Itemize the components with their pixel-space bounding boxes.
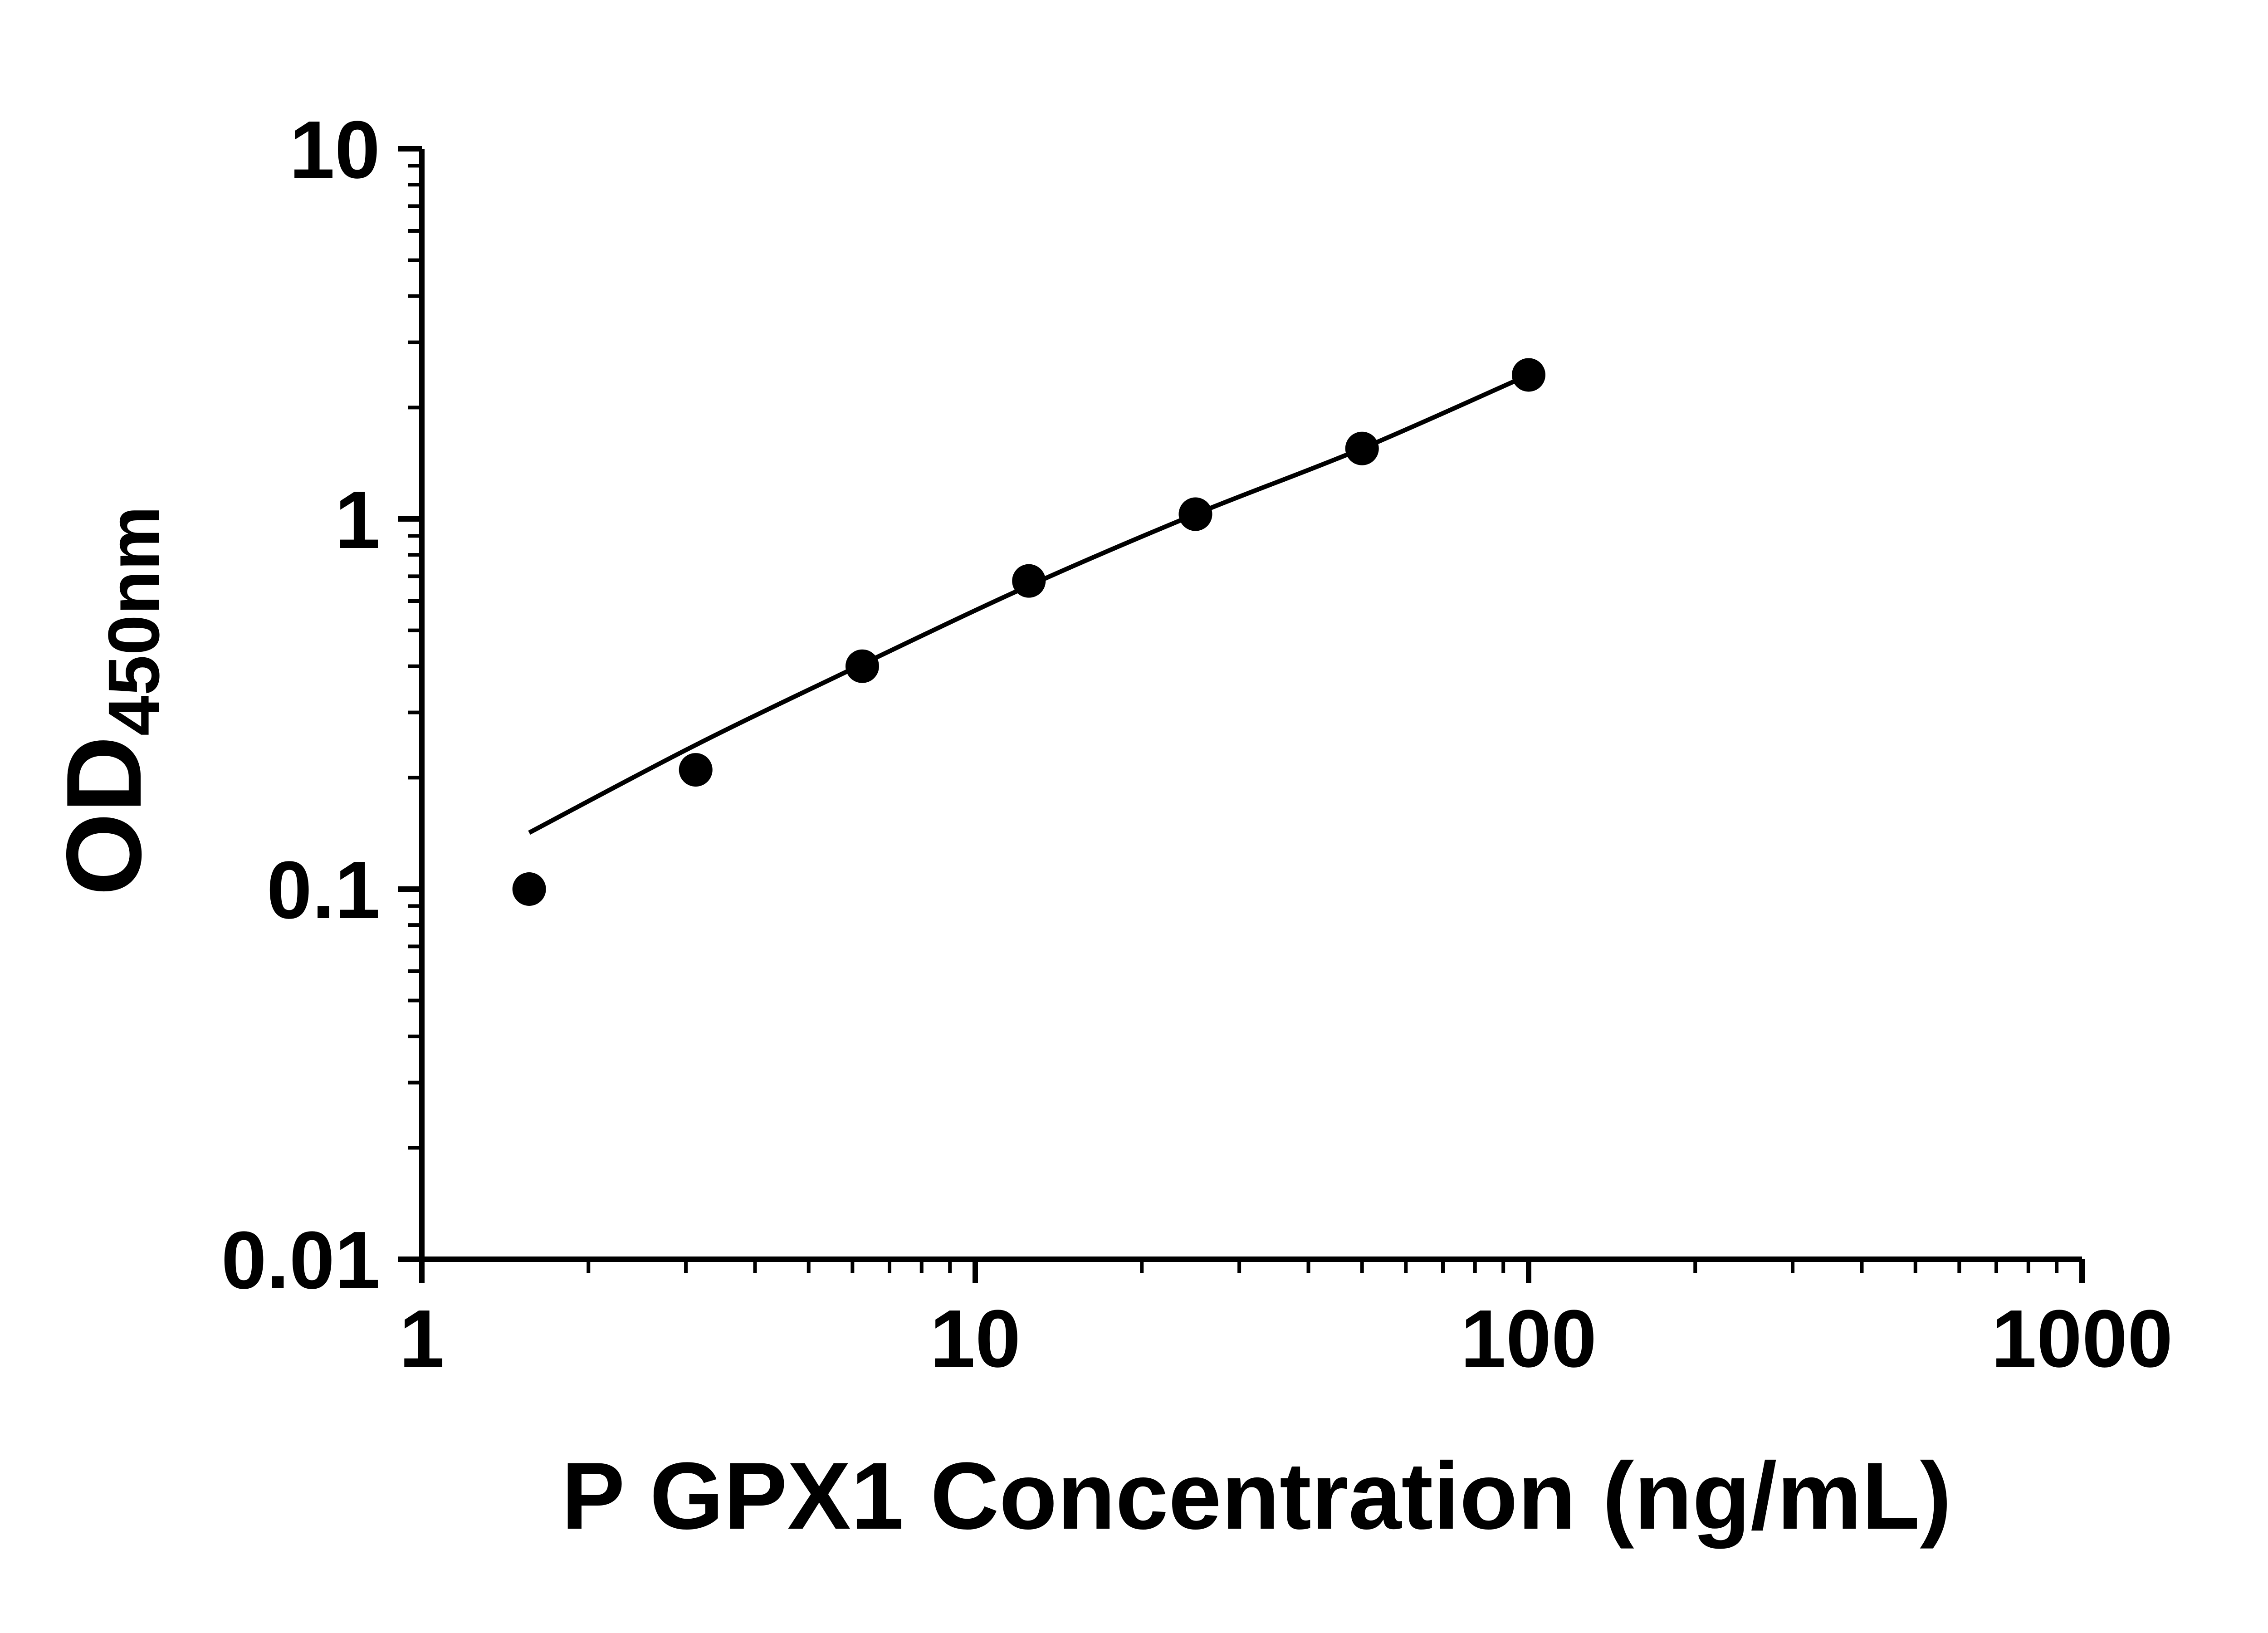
y-tick-label: 0.1 <box>267 845 380 936</box>
axis-frame <box>419 149 2082 1262</box>
x-tick-label: 1 <box>399 1293 445 1384</box>
x-axis-title: P GPX1 Concentration (ng/mL) <box>562 1442 1952 1549</box>
data-point <box>845 649 879 683</box>
y-tick-label: 1 <box>335 474 380 566</box>
fit-line <box>528 372 1530 835</box>
x-axis-ticks <box>419 1259 2085 1283</box>
data-point <box>1512 358 1545 392</box>
plot-area: 1 10 100 1000 0.01 0.1 1 10 <box>221 104 2173 1384</box>
y-tick-label: 0.01 <box>221 1215 380 1306</box>
data-point <box>512 872 546 906</box>
y-axis-title-main: OD <box>44 736 163 896</box>
y-axis-ticks <box>398 146 422 1262</box>
y-axis-title: OD450nm <box>44 506 174 895</box>
x-tick-label: 100 <box>1461 1293 1597 1384</box>
data-point <box>1345 431 1379 465</box>
x-tick-label: 1000 <box>1991 1293 2173 1384</box>
data-point <box>679 753 713 787</box>
y-tick-label: 10 <box>289 104 380 196</box>
data-point <box>1178 497 1212 531</box>
x-tick-label: 10 <box>930 1293 1021 1384</box>
data-point <box>1012 564 1046 598</box>
y-axis-title-subscript: 450nm <box>93 506 174 736</box>
